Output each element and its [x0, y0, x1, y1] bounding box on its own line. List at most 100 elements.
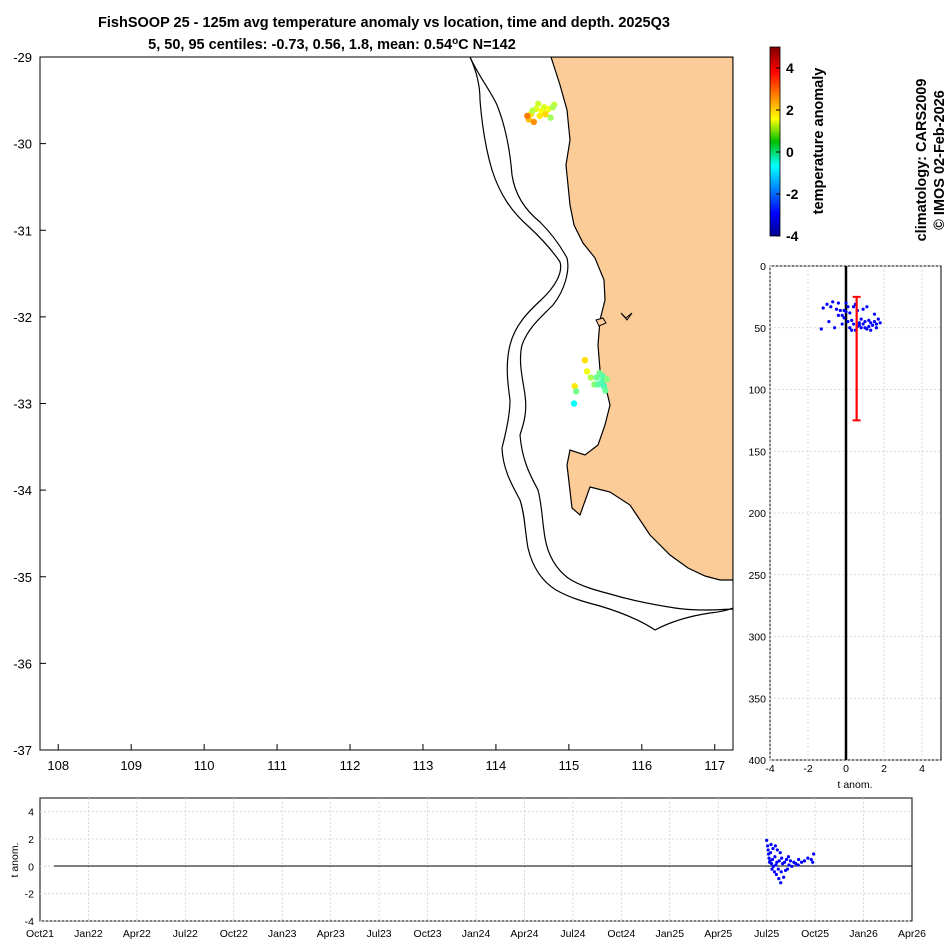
timeseries-point: [771, 864, 776, 868]
depth-point: [863, 326, 867, 330]
timeseries-point: [788, 859, 793, 863]
map-x-tick-label: 117: [704, 758, 725, 773]
depth-y-ticks: 0 50 100 150 200 250 300 350 400: [748, 261, 766, 767]
map-y-tick-label: -31: [13, 223, 32, 238]
timeseries-x-tick-label: Apr23: [317, 928, 345, 940]
depth-point: [871, 323, 875, 327]
depth-point: [859, 317, 863, 321]
timeseries-point: [773, 844, 777, 848]
depth-point: [848, 311, 852, 315]
map-point: [583, 368, 591, 375]
timeseries-point: [774, 872, 778, 877]
timeseries-point: [769, 862, 774, 866]
map-y-tick-label: -33: [13, 397, 32, 412]
timeseries-point: [771, 846, 775, 851]
timeseries-point: [780, 856, 784, 860]
map-y-tick-label: -29: [13, 50, 32, 65]
timeseries-x-tick-label: Oct25: [801, 928, 829, 940]
colorbar: 4 2 0 -2 -4 temperature anomaly: [769, 46, 827, 244]
timeseries-y-ticks: 4 2 0 -2 -4: [25, 807, 35, 928]
timeseries-point: [774, 863, 778, 867]
timeseries-x-tick-label: Jan22: [74, 928, 103, 940]
timeseries-y-tick-label: 2: [28, 834, 34, 846]
depth-point: [840, 313, 844, 317]
timeseries-point: [770, 867, 774, 871]
depth-point: [876, 317, 880, 321]
timeseries-y-label: t anom.: [9, 842, 21, 877]
depth-point: [859, 326, 863, 330]
map-point: [572, 388, 580, 395]
colorbar-label: temperature anomaly: [811, 68, 827, 215]
timeseries-point: [794, 862, 798, 866]
map-x-ticks: 108 109 110 111 112 113 114 115 116 117: [47, 744, 725, 773]
depth-grid: [769, 265, 941, 761]
depth-y-tick-label: 200: [748, 508, 766, 520]
colorbar-tick-label: -2: [786, 186, 799, 202]
map-x-tick-label: 116: [631, 758, 652, 773]
depth-point: [833, 326, 837, 330]
depth-point: [844, 301, 848, 305]
depth-point: [852, 322, 856, 326]
island: [620, 312, 633, 321]
timeseries-x-tick-label: Jul25: [754, 928, 779, 940]
map-y-tick-label: -35: [13, 570, 32, 585]
map-panel: 108 109 110 111 112 113 114 115 116 117 -29 -30 -31…: [13, 50, 734, 773]
map-point: [524, 112, 531, 120]
timeseries-x-tick-label: Oct21: [26, 928, 54, 940]
timeseries-point: [797, 857, 801, 862]
map-point: [530, 118, 538, 126]
timeseries-x-ticks: Oct21 Jan22 Apr22 Jul22 Oct22 Jan23 Apr23 Jul23…: [26, 928, 926, 940]
subtitle-centiles: 5, 50, 95 centiles: -0.73, 0.56, 1.8, me…: [148, 37, 452, 53]
map-x-tick-label: 113: [413, 758, 434, 773]
timeseries-point: [768, 851, 773, 855]
timeseries-point: [775, 848, 779, 852]
map-point: [547, 114, 554, 121]
map-point: [542, 110, 549, 118]
timeseries-points: [765, 838, 816, 885]
island: [595, 317, 607, 327]
timeseries-x-tick-label: Oct23: [414, 928, 442, 940]
depth-point: [867, 324, 871, 329]
depth-point: [869, 328, 873, 332]
timeseries-x-tick-label: Jul24: [560, 928, 585, 940]
depth-point: [878, 321, 882, 325]
timeseries-point: [769, 842, 773, 847]
depth-point: [825, 302, 829, 306]
map-x-tick-label: 114: [486, 758, 507, 773]
map-y-tick-label: -32: [13, 310, 32, 325]
timeseries-point: [787, 863, 791, 867]
depth-point: [865, 305, 869, 309]
figure-subtitle: 5, 50, 95 centiles: -0.73, 0.56, 1.8, me…: [148, 36, 516, 53]
timeseries-y-tick-label: 0: [28, 861, 34, 873]
depth-point: [852, 305, 856, 309]
depth-point: [867, 318, 871, 322]
depth-point: [838, 308, 842, 313]
timeseries-point: [799, 860, 804, 864]
timeseries-point: [782, 875, 786, 879]
timeseries-x-tick-label: Oct24: [607, 928, 635, 940]
map-x-tick-label: 109: [120, 758, 142, 773]
timeseries-x-tick-label: Jul22: [173, 928, 198, 940]
depth-point: [848, 326, 852, 330]
colorbar-tick-label: 2: [786, 102, 794, 118]
subtitle-count: C N=142: [458, 37, 516, 53]
timeseries-point: [767, 856, 771, 860]
timeseries-x-tick-label: Apr25: [704, 928, 732, 940]
timeseries-x-tick-label: Apr22: [123, 928, 151, 940]
timeseries-point: [772, 870, 777, 874]
depth-point: [863, 319, 867, 324]
timeseries-x-tick-label: Apr26: [898, 928, 926, 940]
depth-y-tick-label: 150: [748, 446, 766, 458]
map-point: [581, 356, 589, 364]
timeseries-x-tick-label: Jan23: [268, 928, 297, 940]
depth-point: [834, 307, 839, 311]
colorbar-tick-label: 0: [786, 144, 794, 160]
depth-y-tick-label: 350: [748, 693, 766, 705]
depth-point: [829, 305, 833, 309]
depth-point: [861, 322, 865, 326]
map-x-tick-label: 110: [194, 758, 215, 773]
timeseries-point: [778, 851, 782, 855]
timeseries-point: [784, 857, 789, 862]
map-y-tick-label: -34: [13, 483, 32, 498]
